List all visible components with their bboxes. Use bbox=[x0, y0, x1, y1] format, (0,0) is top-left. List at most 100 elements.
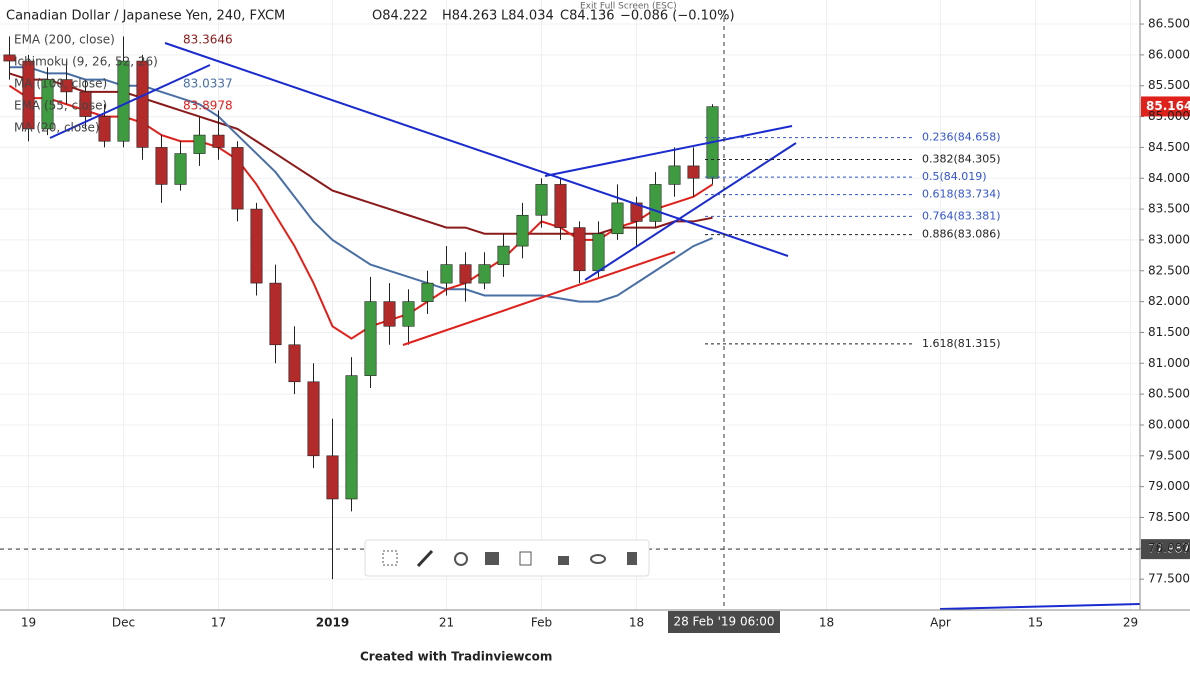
candle-body bbox=[592, 233, 605, 272]
legend-name: MA (20, close) bbox=[14, 121, 100, 135]
y-tick-label: 84.500 bbox=[1148, 140, 1190, 154]
candle-body bbox=[497, 245, 510, 265]
exit-hint[interactable]: Exit Full Screen (ESC) bbox=[580, 2, 677, 12]
x-tick-label: 21 bbox=[439, 616, 454, 630]
candle-body bbox=[611, 202, 624, 235]
candle-body bbox=[668, 165, 681, 185]
legend-value: 83.8978 bbox=[183, 99, 233, 113]
legend-value: 83.0337 bbox=[183, 77, 233, 91]
x-tick-label: 18 bbox=[629, 616, 644, 630]
toolbar-icon[interactable] bbox=[558, 556, 569, 565]
candle-body bbox=[212, 134, 225, 148]
toolbar-box bbox=[364, 539, 650, 577]
toolbar-icon[interactable] bbox=[627, 552, 637, 565]
legend-name: Ichimoku (9, 26, 52, 26) bbox=[14, 55, 158, 69]
y-tick-label: 77.500 bbox=[1148, 572, 1190, 586]
candle-body bbox=[535, 184, 548, 216]
candle-body bbox=[649, 184, 662, 222]
y-tick-label: 81.000 bbox=[1148, 356, 1190, 370]
y-tick-label: 78.000 bbox=[1148, 541, 1190, 555]
candle-body bbox=[231, 147, 244, 210]
legend: EMA (200, close) 83.3646 Ichimoku (9, 26, … bbox=[14, 33, 233, 135]
y-tick-label: 86.500 bbox=[1148, 17, 1190, 31]
toolbar-icon[interactable] bbox=[382, 550, 398, 566]
candle-body bbox=[630, 202, 643, 222]
y-tick-label: 82.500 bbox=[1148, 263, 1190, 277]
trendline bbox=[164, 42, 789, 257]
candle-body bbox=[421, 282, 434, 302]
trendline bbox=[544, 125, 793, 177]
candles bbox=[3, 36, 719, 580]
y-tick-label: 81.500 bbox=[1148, 325, 1190, 339]
ohlc-change: −0.086 (−0.10%) bbox=[620, 9, 735, 24]
candle-body bbox=[326, 455, 339, 500]
legend-name: MA (100, close) bbox=[14, 77, 107, 91]
candle-body bbox=[3, 54, 16, 62]
ohlc-open: O84.222 bbox=[372, 9, 428, 24]
y-tick-label: 84.000 bbox=[1148, 171, 1190, 185]
x-tick-label: Feb bbox=[531, 616, 552, 630]
fib-label: 1.618(81.315) bbox=[922, 337, 1001, 350]
candle-body bbox=[117, 60, 130, 142]
candle-body bbox=[174, 153, 187, 185]
candle-body bbox=[98, 116, 111, 142]
trendline bbox=[49, 64, 211, 139]
x-tick-label: 15 bbox=[1028, 616, 1043, 630]
chart-title: Canadian Dollar / Japanese Yen, 240, FXC… bbox=[6, 9, 285, 24]
ohlc-high: H84.263 bbox=[442, 9, 497, 24]
y-tick-label: 80.000 bbox=[1148, 417, 1190, 431]
x-tick-label: Apr bbox=[930, 616, 951, 630]
y-tick-label: 86.000 bbox=[1148, 47, 1190, 61]
toolbar-icon[interactable] bbox=[416, 549, 434, 568]
trendline bbox=[584, 142, 797, 281]
fib-label: 0.236(84.658) bbox=[922, 131, 1001, 144]
candle-body bbox=[155, 147, 168, 185]
candle-body bbox=[22, 60, 35, 130]
trendline bbox=[939, 603, 1141, 610]
ohlc-close: C84.136 bbox=[560, 9, 615, 24]
last-price: 85.164 bbox=[1146, 99, 1190, 113]
last-price-box bbox=[1141, 96, 1190, 117]
fib-label: 0.382(84.305) bbox=[922, 152, 1001, 165]
x-tick-label: 2019 bbox=[316, 616, 349, 630]
candle-body bbox=[478, 264, 491, 284]
trendline bbox=[402, 251, 676, 346]
y-tick-label: 83.000 bbox=[1148, 232, 1190, 246]
x-tick-label: 19 bbox=[21, 616, 36, 630]
toolbar-icon[interactable] bbox=[590, 554, 606, 564]
candle-body bbox=[79, 91, 92, 117]
fib-label: 0.764(83.381) bbox=[922, 209, 1001, 222]
toolbar-icon[interactable] bbox=[485, 552, 499, 565]
crosshair-price: 77.987 bbox=[1148, 542, 1190, 556]
crosshair-price-box bbox=[1141, 539, 1190, 560]
candle-body bbox=[440, 264, 453, 284]
y-tick-label: 85.000 bbox=[1148, 109, 1190, 123]
y-tick-label: 80.500 bbox=[1148, 387, 1190, 401]
crosshair-time: 28 Feb '19 06:00 bbox=[673, 615, 774, 629]
y-tick-label: 82.000 bbox=[1148, 294, 1190, 308]
candle-body bbox=[554, 184, 567, 228]
y-tick-label: 79.000 bbox=[1148, 479, 1190, 493]
toolbar-icon[interactable] bbox=[519, 551, 532, 566]
candle-body bbox=[193, 134, 206, 154]
candle-body bbox=[307, 381, 320, 457]
grid bbox=[0, 0, 1144, 610]
candle-body bbox=[459, 264, 472, 284]
y-tick-label: 79.500 bbox=[1148, 448, 1190, 462]
candle-body bbox=[288, 344, 301, 383]
toolbar-icon[interactable] bbox=[454, 552, 468, 566]
x-tick-label: Dec bbox=[112, 616, 135, 630]
y-tick-label: 83.500 bbox=[1148, 202, 1190, 216]
x-tick-label: 29 bbox=[1123, 616, 1138, 630]
candle-body bbox=[383, 301, 396, 327]
candle-body bbox=[345, 375, 358, 500]
candle-body bbox=[60, 79, 73, 93]
legend-value: 83.3646 bbox=[183, 33, 233, 47]
crosshair-time-box bbox=[668, 611, 780, 633]
fib-label: 0.5(84.019) bbox=[922, 170, 987, 183]
x-tick-label: 18 bbox=[819, 616, 834, 630]
fib-levels: 0.236(84.658) 0.382(84.305) 0.5(84.019) 0.6… bbox=[705, 131, 1001, 350]
fib-label: 0.886(83.086) bbox=[922, 228, 1001, 241]
trendlines bbox=[49, 42, 1141, 610]
x-tick-label: 17 bbox=[211, 616, 226, 630]
